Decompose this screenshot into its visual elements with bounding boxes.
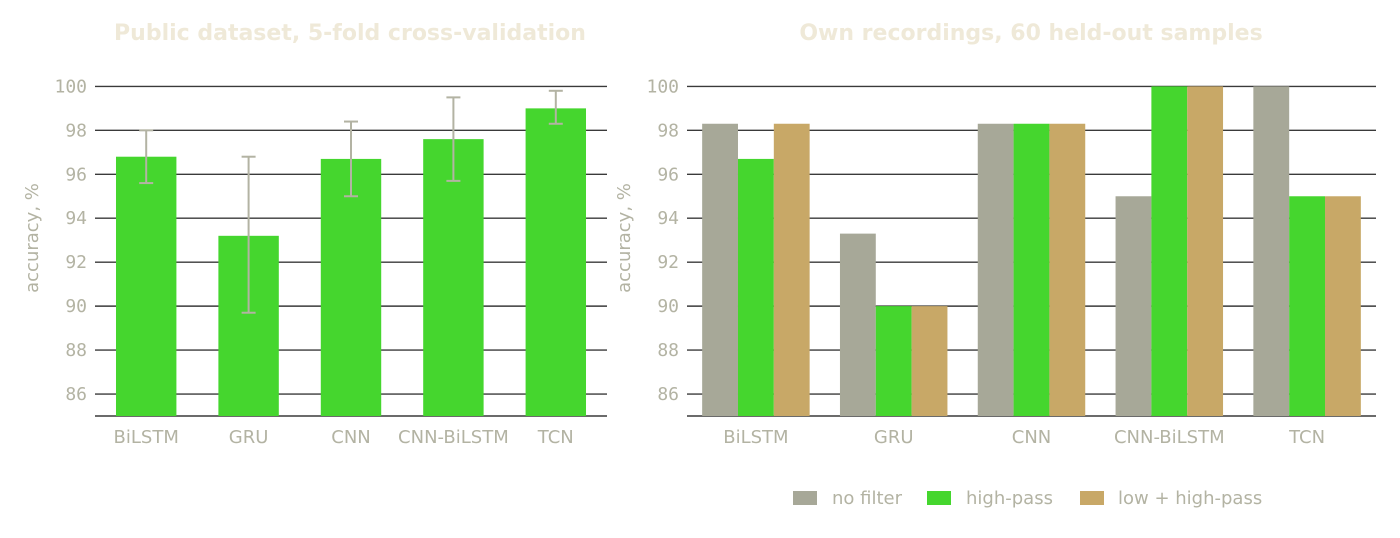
legend: no filter high-pass low + high-pass [793, 488, 1262, 509]
bar [1289, 196, 1326, 416]
legend-swatch [1080, 491, 1104, 505]
y-tick-label: 94 [657, 208, 679, 229]
bar [839, 233, 876, 416]
bar [977, 123, 1014, 416]
y-tick-label: 98 [657, 120, 679, 141]
right-y-axis-label: accuracy, % [614, 183, 635, 293]
bar [1151, 86, 1188, 416]
x-tick-label: CNN-BiLSTM [398, 427, 509, 448]
x-tick-label: GRU [229, 427, 269, 448]
left-x-ticks: BiLSTM GRU CNN CNN-BiLSTM TCN [114, 427, 574, 448]
y-tick-label: 100 [54, 76, 87, 97]
bar [1115, 196, 1152, 416]
y-tick-label: 86 [657, 384, 679, 405]
x-tick-label: CNN [331, 427, 371, 448]
left-bars [115, 108, 587, 417]
legend-label: no filter [832, 488, 903, 509]
y-tick-label: 96 [65, 164, 87, 185]
x-tick-label: CNN [1012, 427, 1052, 448]
legend-swatch [793, 491, 817, 505]
right-chart-title: Own recordings, 60 held-out samples [799, 21, 1262, 46]
bar [320, 158, 382, 416]
y-tick-label: 88 [657, 340, 679, 361]
right-chart: Own recordings, 60 held-out samples accu… [614, 21, 1376, 509]
bar [1325, 196, 1361, 416]
bar [1013, 123, 1050, 416]
bar [115, 156, 177, 417]
y-tick-label: 98 [65, 120, 87, 141]
y-tick-label: 96 [657, 164, 679, 185]
x-tick-label: TCN [537, 427, 574, 448]
legend-label: high-pass [966, 488, 1053, 509]
bar [1049, 123, 1086, 416]
bar [1253, 86, 1290, 416]
legend-label: low + high-pass [1118, 488, 1262, 509]
left-y-axis-label: accuracy, % [22, 183, 43, 293]
right-y-ticks: 86 88 90 92 94 96 98 100 [646, 76, 679, 405]
bar [1187, 86, 1224, 416]
left-chart-title: Public dataset, 5-fold cross-validation [114, 21, 586, 46]
x-tick-label: GRU [874, 427, 914, 448]
left-chart: Public dataset, 5-fold cross-validation … [22, 21, 607, 448]
bar [737, 158, 774, 416]
y-tick-label: 94 [65, 208, 87, 229]
bar [773, 123, 810, 416]
bar [702, 123, 738, 416]
bar [875, 306, 912, 416]
bar [911, 306, 948, 416]
y-tick-label: 90 [65, 296, 87, 317]
x-tick-label: TCN [1288, 427, 1325, 448]
left-y-ticks: 86 88 90 92 94 96 98 100 [54, 76, 87, 405]
right-x-ticks: BiLSTM GRU CNN CNN-BiLSTM TCN [723, 427, 1325, 448]
x-tick-label: BiLSTM [723, 427, 788, 448]
bar [525, 108, 587, 417]
y-tick-label: 100 [646, 76, 679, 97]
y-tick-label: 86 [65, 384, 87, 405]
y-tick-label: 88 [65, 340, 87, 361]
x-tick-label: CNN-BiLSTM [1114, 427, 1225, 448]
x-tick-label: BiLSTM [114, 427, 179, 448]
bar [423, 139, 484, 416]
y-tick-label: 92 [657, 252, 679, 273]
legend-swatch [927, 491, 951, 505]
right-bars [702, 86, 1361, 416]
y-tick-label: 90 [657, 296, 679, 317]
y-tick-label: 92 [65, 252, 87, 273]
left-error-bars [139, 89, 563, 314]
